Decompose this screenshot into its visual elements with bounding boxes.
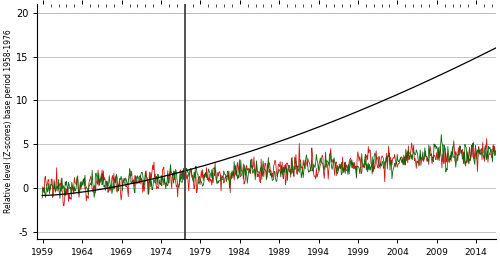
Y-axis label: Relative level (Z-scores) base period 1958-1976: Relative level (Z-scores) base period 19… (4, 29, 13, 213)
